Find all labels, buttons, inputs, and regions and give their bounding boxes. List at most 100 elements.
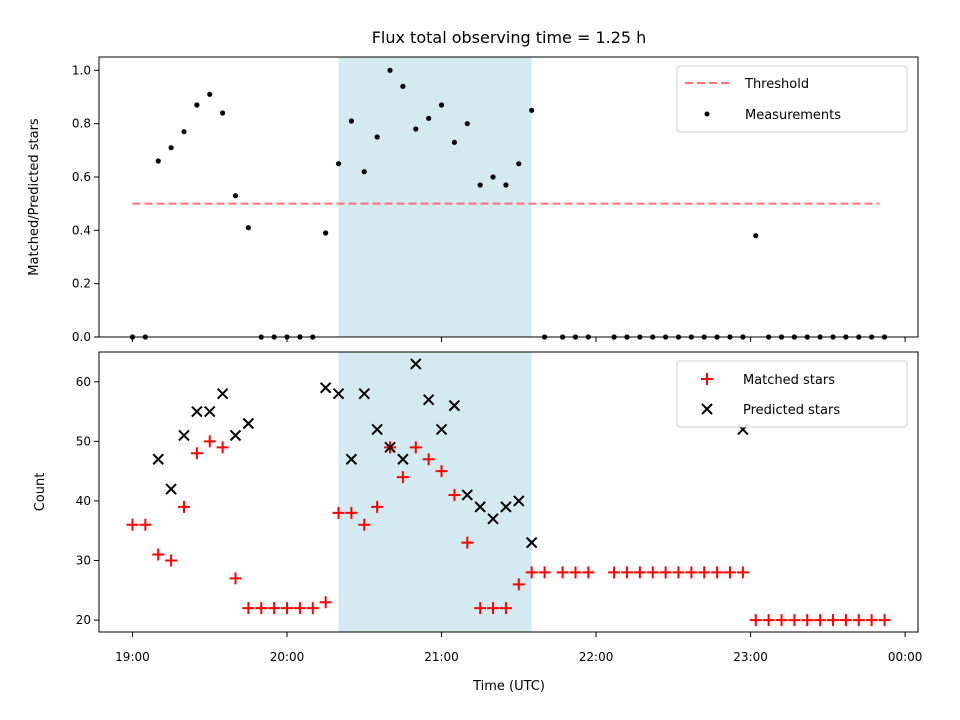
measurement-point [207,91,213,97]
matched-star-point [448,488,461,501]
predicted-star-point [229,429,242,442]
matched-star-point [216,441,229,454]
matched-star-point [865,614,878,627]
matched-star-point [827,614,840,627]
measurement-point [335,161,342,167]
bottom-panel: 20 30 40 50 60 19:00 20:00 21:00 22:00 23:00 00:0… [33,351,923,694]
predicted-star-point [513,495,525,507]
predicted-star-point [204,405,216,418]
predicted-star-point [422,393,435,406]
matched-star-point [371,500,384,513]
legend-box [676,360,908,428]
predicted-star-point [216,387,229,400]
matched-star-point [646,566,659,579]
matched-star-point [422,453,435,466]
matched-star-point [255,602,268,615]
predicted-star-point [448,399,461,412]
matched-star-point [139,518,152,531]
top-panel: 0.0 0.2 0.4 0.6 0.8 1.0 Matched/Predicted sta… [27,56,919,344]
matched-star-point [711,566,724,579]
y-axis-label: Count [33,473,48,512]
matched-star-point [345,506,358,519]
legend: Matched stars Predicted stars [676,360,908,428]
matched-star-point [487,602,500,615]
predicted-stars-points [152,358,749,549]
y-axis: 20 30 40 50 60 [76,375,99,627]
x-axis-label: Time (UTC) [472,679,545,694]
measurement-point [245,225,251,231]
y-tick-label: 30 [76,554,91,568]
matched-stars-points [126,435,891,627]
y-tick-label: 0.2 [72,277,91,291]
measurement-point [490,174,496,180]
matched-star-point [203,435,216,448]
matched-star-point [512,578,525,591]
matched-star-point [620,566,633,579]
matched-star-point [499,602,512,615]
legend-measurements-swatch [704,111,710,117]
matched-star-point [474,602,487,615]
matched-star-point [358,518,371,531]
matched-star-point [659,566,672,579]
matched-star-point [698,566,711,579]
chart-title: Flux total observing time = 1.25 h [372,28,647,47]
legend-predicted-swatch [701,403,713,415]
matched-star-point [672,566,685,579]
matched-star-point [332,506,345,519]
matched-star-point [723,566,736,579]
predicted-star-point [242,417,255,430]
measurement-point [529,107,535,113]
matched-star-point [538,566,551,579]
matched-star-point [461,536,474,549]
legend-measurements-label: Measurements [745,108,841,123]
x-tick-label: 20:00 [270,650,305,664]
measurement-point [426,115,432,121]
measurement-point [516,161,522,167]
matched-star-point [525,566,538,579]
matched-star-point [409,441,422,454]
matched-star-point [242,602,255,615]
legend-matched-label: Matched stars [743,373,835,388]
matched-star-point [736,566,749,579]
predicted-star-point [191,405,203,418]
measurement-point [323,230,329,236]
x-tick-label: 23:00 [733,650,768,664]
x-tick-label: 00:00 [888,650,923,664]
matched-star-point [319,596,332,609]
measurement-point [413,126,419,132]
y-tick-label: 1.0 [72,63,91,77]
matched-star-point [801,614,814,627]
predicted-star-point [410,358,422,370]
matched-star-point [396,471,409,484]
legend-threshold-label: Threshold [744,77,809,92]
y-tick-label: 0.8 [72,117,91,131]
predicted-star-point [345,453,358,465]
y-tick-label: 40 [76,494,91,508]
y-tick-label: 50 [76,434,91,448]
matched-star-point [126,518,139,531]
legend-box [676,65,908,133]
measurement-point [348,118,354,124]
highlight-span [338,57,532,337]
plot-frame [98,351,919,633]
y-tick-label: 0.0 [72,330,91,344]
predicted-star-point [397,453,409,465]
legend: Threshold Measurements [676,65,908,133]
measurement-point [753,233,759,239]
measurement-point [155,158,161,164]
matched-star-point [762,614,775,627]
predicted-star-point [319,382,332,394]
matched-star-point [775,614,788,627]
matched-star-point [608,566,621,579]
predicted-star-point [332,387,345,400]
matched-star-point [435,465,448,478]
predicted-star-point [384,441,396,454]
measurement-point [361,169,367,175]
legend-matched-swatch [701,373,713,385]
matched-star-point [749,614,762,627]
matched-star-point [852,614,865,627]
predicted-star-point [371,423,383,436]
measurement-points [129,67,888,340]
matched-star-point [814,614,827,627]
